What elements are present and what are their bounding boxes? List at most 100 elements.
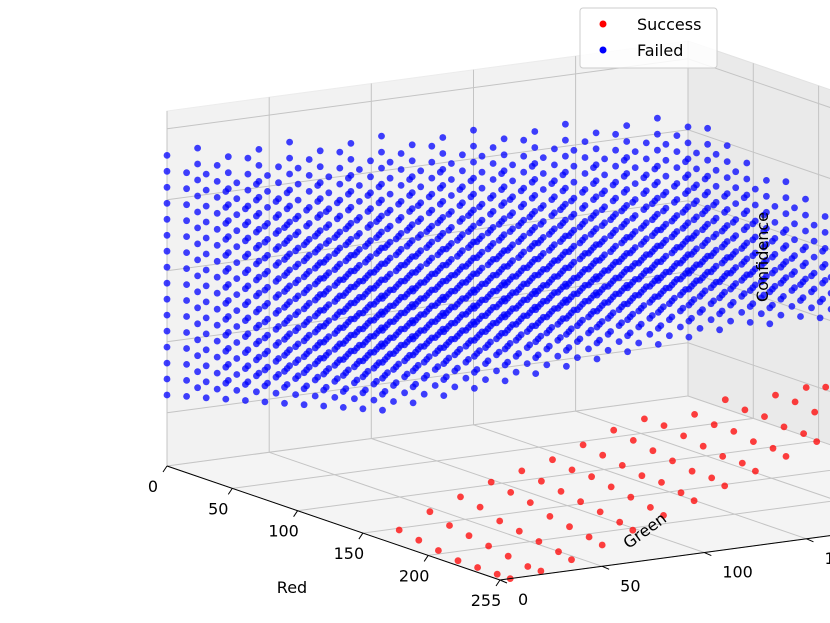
y-grid-line [575, 56, 830, 499]
y-grid-line [268, 97, 603, 567]
failed-point [194, 288, 202, 296]
failed-point [526, 245, 534, 253]
failed-point [585, 297, 592, 305]
failed-point [780, 245, 787, 252]
failed-point [501, 329, 509, 337]
failed-point [320, 354, 328, 362]
failed-point [412, 252, 419, 260]
failed-point [587, 214, 595, 222]
failed-point [333, 215, 341, 223]
failed-point [554, 304, 562, 312]
failed-point [574, 290, 581, 298]
failed-point [414, 202, 422, 210]
failed-point [648, 216, 656, 224]
failed-point [300, 353, 308, 361]
failed-point [620, 188, 628, 196]
failed-point [523, 344, 531, 351]
failed-point [593, 291, 601, 299]
success-point [596, 508, 604, 516]
failed-point [370, 284, 378, 292]
failed-point [336, 148, 344, 156]
failed-point [163, 311, 171, 319]
failed-point [316, 147, 324, 155]
failed-point [386, 158, 394, 166]
failed-point [445, 226, 453, 234]
failed-point [467, 177, 475, 185]
failed-point [727, 317, 734, 325]
failed-point [673, 148, 681, 156]
failed-point [551, 161, 558, 169]
failed-point [261, 302, 269, 310]
failed-point [233, 387, 241, 394]
failed-point [431, 334, 439, 341]
failed-point [331, 394, 339, 401]
failed-point [420, 358, 428, 366]
success-point [629, 526, 637, 534]
failed-point [587, 230, 595, 238]
failed-point [242, 381, 249, 388]
failed-point [585, 265, 592, 273]
failed-point [351, 363, 358, 371]
failed-point [563, 331, 570, 338]
failed-point [381, 244, 389, 252]
failed-point [495, 236, 503, 244]
y-grid-line [370, 83, 705, 553]
failed-point [409, 351, 417, 359]
success-point [710, 421, 718, 429]
y-tick-mark [806, 538, 814, 543]
failed-point [646, 267, 654, 274]
failed-point [707, 300, 715, 308]
failed-point [532, 290, 540, 298]
failed-point [532, 338, 540, 346]
failed-point [565, 232, 573, 240]
failed-point [712, 166, 720, 174]
failed-point [314, 182, 322, 189]
failed-point [618, 239, 625, 247]
failed-point [604, 299, 612, 306]
failed-point [213, 305, 221, 313]
failed-point [799, 262, 807, 270]
success-point [627, 493, 635, 501]
failed-point [721, 208, 728, 216]
failed-point [512, 352, 520, 360]
failed-point [370, 348, 378, 356]
failed-point [331, 234, 339, 242]
failed-point [322, 224, 330, 231]
failed-point [629, 214, 637, 222]
failed-point [409, 367, 417, 375]
failed-point [292, 359, 299, 366]
failed-point [526, 213, 534, 221]
failed-point [370, 300, 378, 308]
failed-point [699, 226, 706, 234]
failed-point [501, 297, 509, 305]
failed-point [333, 199, 341, 207]
failed-point [233, 339, 241, 346]
failed-point [581, 170, 589, 177]
failed-point [213, 369, 221, 377]
failed-point [390, 398, 397, 405]
failed-point [183, 281, 191, 288]
success-point [496, 517, 504, 525]
failed-point [696, 261, 704, 268]
failed-point [286, 138, 293, 146]
failed-point [810, 253, 818, 261]
failed-point [233, 355, 241, 362]
failed-point [213, 385, 221, 393]
failed-point [470, 142, 477, 150]
failed-point [339, 404, 347, 411]
failed-point [797, 313, 804, 320]
success-point [395, 526, 403, 534]
failed-point [534, 271, 542, 279]
failed-point [551, 145, 558, 153]
failed-point [202, 250, 210, 258]
failed-point [620, 172, 628, 180]
failed-point [766, 320, 774, 328]
failed-point [712, 182, 720, 190]
failed-point [322, 208, 330, 216]
failed-point [598, 222, 606, 230]
failed-point [440, 376, 448, 383]
success-point [680, 432, 687, 440]
failed-point [342, 225, 350, 233]
failed-point [406, 176, 413, 183]
x-tick-label: 0 [148, 477, 158, 496]
